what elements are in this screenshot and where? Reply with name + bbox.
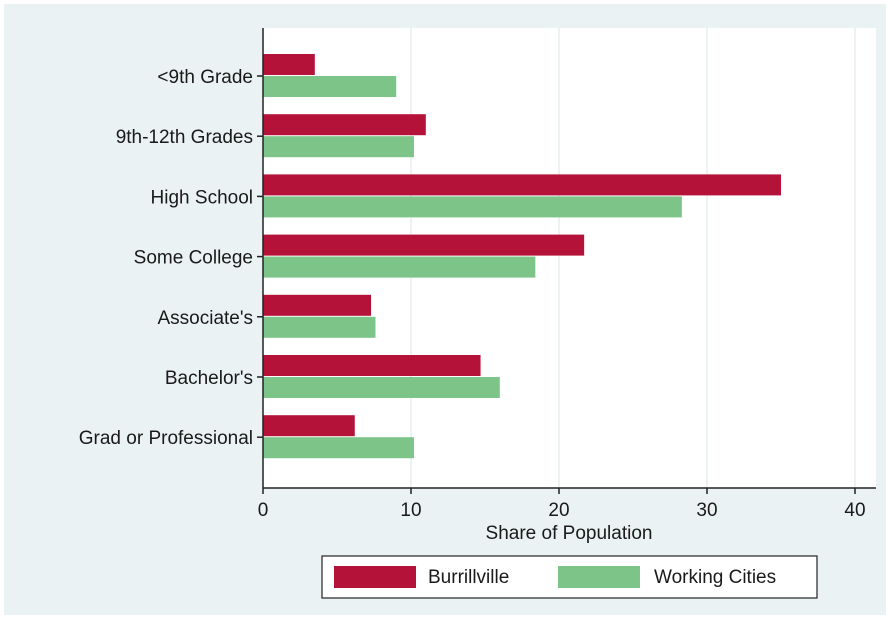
category-label: 9th-12th Grades: [116, 127, 253, 148]
category-label: <9th Grade: [157, 67, 253, 88]
legend-label-burrillville: Burrillville: [428, 567, 509, 588]
legend-swatch-burrillville: [334, 566, 416, 588]
bar-working-cities: [263, 76, 397, 97]
x-ticks: 0 10 20 30 40: [258, 488, 866, 521]
bar-working-cities: [263, 196, 682, 218]
category-label: High School: [151, 187, 253, 208]
category-labels: <9th Grade 9th-12th Grades High School Some…: [79, 67, 263, 449]
x-tick-label: 30: [696, 500, 717, 521]
bar-working-cities: [263, 437, 414, 459]
bar-burrillville: [263, 294, 372, 316]
legend: Burrillville Working Cities: [321, 555, 818, 599]
bar-working-cities: [263, 316, 376, 338]
category-label: Some College: [134, 248, 253, 269]
category-label: Associate's: [157, 308, 253, 329]
bar-burrillville: [263, 54, 315, 75]
bar-burrillville: [263, 114, 426, 136]
x-tick-label: 0: [258, 500, 269, 521]
bar-burrillville: [263, 174, 781, 196]
bars: [263, 54, 781, 459]
legend-label-working-cities: Working Cities: [654, 567, 776, 588]
x-tick-label: 20: [548, 500, 569, 521]
bar-working-cities: [263, 256, 536, 278]
category-label: Bachelor's: [165, 368, 253, 389]
bar-working-cities: [263, 377, 500, 398]
legend-swatch-working-cities: [558, 566, 640, 588]
x-tick-label: 40: [844, 500, 865, 521]
x-tick-label: 10: [400, 500, 421, 521]
x-axis-title: Share of Population: [486, 523, 653, 544]
category-label: Grad or Professional: [79, 428, 253, 449]
bar-burrillville: [263, 234, 585, 256]
bar-burrillville: [263, 415, 355, 437]
bar-burrillville: [263, 355, 481, 376]
bar-working-cities: [263, 136, 414, 158]
